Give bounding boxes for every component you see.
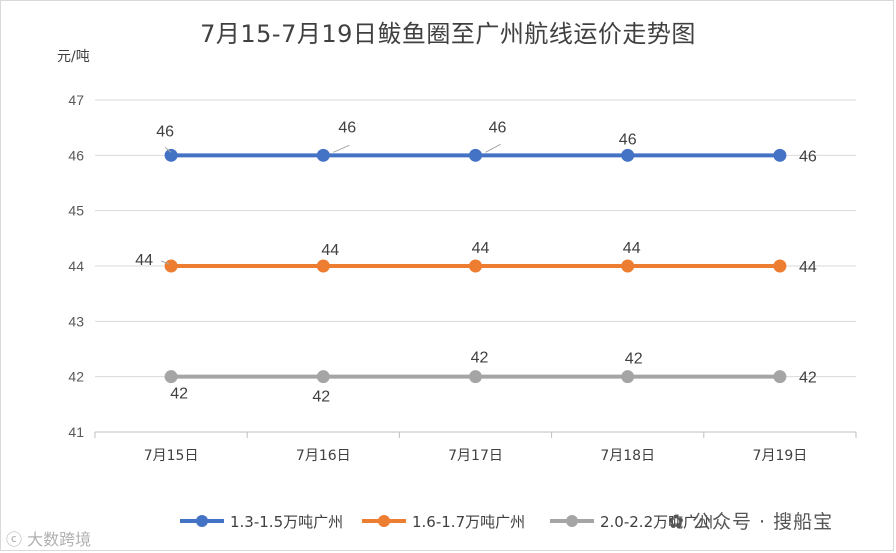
legend-marker [196,515,208,527]
data-point [316,148,330,162]
x-tick-label: 7月15日 [144,448,199,464]
watermark-left-text: 大数跨境 [27,530,92,549]
legend-marker [378,515,390,527]
data-point [773,259,787,273]
chart-title: 7月15-7月19日鲅鱼圈至广州航线运价走势图 [200,20,696,48]
label-leader-line [160,260,170,265]
watermark-left: ⓒ 大数跨境 [6,530,92,549]
data-label: 42 [312,389,330,406]
data-point [164,259,178,273]
data-point [621,259,635,273]
data-label: 44 [623,240,641,257]
legend-label: 1.6-1.7万吨广州 [412,513,525,531]
watermark-right-text: 公众号 · 搜船宝 [691,511,834,533]
legend-marker [566,515,578,527]
label-leader-line [485,143,501,153]
y-axis-unit: 元/吨 [57,49,90,65]
data-point [621,370,635,384]
data-label: 42 [170,386,188,403]
data-point [621,148,635,162]
data-label: 46 [489,119,507,136]
data-label: 44 [135,252,153,269]
data-label: 46 [338,119,356,136]
data-point [316,259,330,273]
data-label: 44 [472,240,490,257]
data-label: 44 [321,242,339,259]
data-label: 46 [156,123,174,140]
data-point [469,370,482,384]
data-label: 42 [799,370,817,387]
y-tick-label: 44 [68,258,84,274]
data-point [469,259,482,273]
data-point [773,148,787,162]
data-label: 46 [799,148,817,165]
data-point [469,148,482,162]
data-label: 42 [625,351,643,368]
y-tick-label: 42 [68,369,84,385]
legend-label: 2.0-2.2万吨广州 [600,513,713,531]
y-tick-label: 46 [68,147,84,163]
data-point [316,370,330,384]
data-label: 46 [619,131,637,148]
data-point [164,370,178,384]
x-tick-label: 7月18日 [600,448,655,464]
data-label: 42 [471,350,489,367]
x-tick-label: 7月16日 [296,448,351,464]
data-point [773,370,787,384]
x-tick-label: 7月19日 [753,448,808,464]
watermark-right: ✿ 公众号 · 搜船宝 [668,507,833,534]
label-leader-line [333,144,350,153]
y-tick-label: 43 [68,313,84,329]
legend-label: 1.3-1.5万吨广州 [230,513,343,531]
data-label: 44 [799,259,817,276]
wechat-icon: ✿ [668,511,692,533]
y-tick-label: 47 [68,92,84,108]
y-tick-label: 41 [68,424,84,440]
x-tick-label: 7月17日 [448,448,503,464]
label-leader-line [164,146,172,153]
data-point [164,148,178,162]
y-tick-label: 45 [68,203,84,219]
